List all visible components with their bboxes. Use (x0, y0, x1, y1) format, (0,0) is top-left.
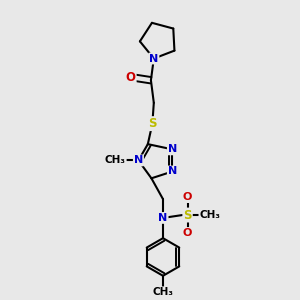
Text: CH₃: CH₃ (152, 287, 173, 297)
Text: N: N (149, 53, 158, 64)
Text: N: N (158, 213, 168, 223)
Text: S: S (183, 208, 192, 221)
Text: O: O (183, 228, 192, 238)
Text: O: O (183, 192, 192, 202)
Text: CH₃: CH₃ (200, 210, 220, 220)
Text: O: O (126, 71, 136, 84)
Text: N: N (168, 167, 177, 176)
Text: N: N (168, 144, 177, 154)
Text: N: N (134, 155, 143, 165)
Text: CH₃: CH₃ (105, 155, 126, 165)
Text: S: S (148, 117, 157, 130)
